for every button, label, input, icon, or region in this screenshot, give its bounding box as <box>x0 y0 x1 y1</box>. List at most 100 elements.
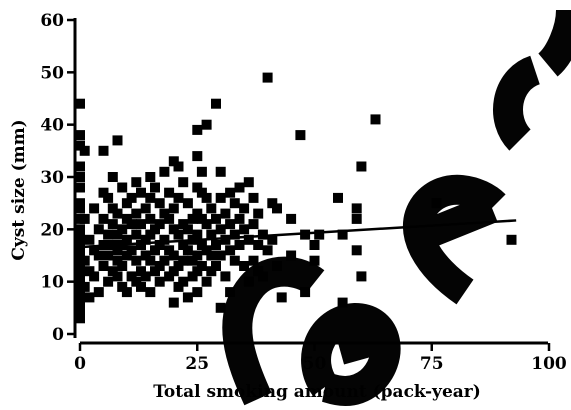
data-point <box>225 245 236 256</box>
data-point <box>506 234 517 245</box>
data-point <box>276 292 287 303</box>
data-point <box>164 187 175 198</box>
data-point <box>178 219 189 230</box>
data-point <box>145 213 156 224</box>
retracted-watermark <box>222 9 571 406</box>
data-point <box>117 224 128 235</box>
data-point <box>234 182 245 193</box>
data-point <box>98 213 109 224</box>
data-point <box>173 229 184 240</box>
data-point <box>178 177 189 188</box>
data-point <box>136 266 146 277</box>
data-point <box>267 234 278 245</box>
data-point <box>107 219 118 230</box>
data-point <box>337 229 348 240</box>
x-tick-label: 100 <box>531 354 567 374</box>
data-point <box>136 281 146 292</box>
data-point <box>75 172 85 182</box>
data-point <box>89 203 100 214</box>
data-point <box>182 198 193 209</box>
data-point <box>112 271 123 282</box>
data-point <box>178 255 189 266</box>
data-point <box>126 192 137 203</box>
data-point <box>262 72 273 83</box>
chart-marks <box>75 72 517 324</box>
data-point <box>140 250 151 261</box>
data-point <box>75 130 85 141</box>
data-point <box>351 213 362 224</box>
data-point <box>243 234 254 245</box>
y-tick-label: 0 <box>52 325 64 345</box>
data-point <box>145 172 156 182</box>
data-point <box>75 302 85 313</box>
y-tick-label: 30 <box>40 168 64 188</box>
data-point <box>229 198 240 209</box>
data-point <box>75 198 85 209</box>
data-point <box>215 166 226 177</box>
data-point <box>145 229 156 240</box>
data-point <box>75 250 85 261</box>
data-point <box>262 245 273 256</box>
data-point <box>215 224 226 235</box>
data-point <box>206 266 217 277</box>
data-point <box>201 219 212 230</box>
data-point <box>272 203 282 214</box>
data-point <box>173 281 184 292</box>
data-point <box>333 192 343 203</box>
data-point <box>164 245 175 256</box>
data-point <box>225 219 236 230</box>
data-point <box>248 255 259 266</box>
data-point <box>154 219 165 230</box>
data-point <box>370 114 381 125</box>
data-point <box>131 177 142 188</box>
data-point <box>103 276 114 287</box>
x-tick-label: 0 <box>74 354 86 374</box>
data-point <box>356 161 367 172</box>
data-point <box>206 203 217 214</box>
data-point <box>173 161 184 172</box>
data-point <box>187 271 198 282</box>
data-point <box>220 208 231 219</box>
data-point <box>140 271 151 282</box>
data-point <box>121 234 132 245</box>
data-point <box>314 229 325 240</box>
data-point <box>89 271 100 282</box>
data-point <box>98 261 109 271</box>
data-point <box>159 234 170 245</box>
data-point <box>112 245 123 256</box>
data-point <box>201 245 212 256</box>
data-point <box>75 98 85 109</box>
data-point <box>234 213 245 224</box>
data-point <box>93 287 104 298</box>
data-point <box>131 229 142 240</box>
data-point <box>75 266 85 277</box>
data-point <box>79 281 90 292</box>
data-point <box>75 313 85 324</box>
data-point <box>79 145 90 156</box>
data-point <box>121 287 132 298</box>
data-point <box>257 229 268 240</box>
data-point <box>159 255 170 266</box>
data-point <box>75 161 85 172</box>
data-point <box>150 182 160 193</box>
data-point <box>239 224 250 235</box>
data-point <box>112 208 123 219</box>
data-point <box>356 271 367 282</box>
data-point <box>225 187 236 198</box>
data-point <box>145 287 156 298</box>
data-point <box>107 266 118 277</box>
data-point <box>75 245 85 256</box>
data-point <box>136 240 146 250</box>
data-point <box>140 203 151 214</box>
data-point <box>164 213 175 224</box>
data-point <box>239 203 250 214</box>
data-point <box>206 229 217 240</box>
data-point <box>192 287 203 298</box>
data-point <box>136 219 146 230</box>
data-point <box>154 276 165 287</box>
data-point <box>351 203 362 214</box>
data-point <box>112 135 123 146</box>
data-point <box>178 276 189 287</box>
x-tick-label: 25 <box>185 354 209 374</box>
data-point <box>93 250 104 261</box>
